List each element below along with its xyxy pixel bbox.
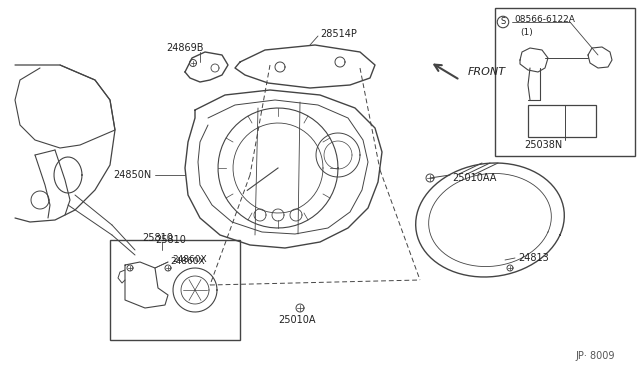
Text: 28514P: 28514P bbox=[320, 29, 357, 39]
Text: 25810: 25810 bbox=[143, 233, 173, 243]
Text: 24813: 24813 bbox=[518, 253, 548, 263]
Bar bbox=[495, 8, 635, 156]
Text: 25810: 25810 bbox=[155, 235, 186, 245]
Text: 24869B: 24869B bbox=[166, 43, 204, 53]
Text: (1): (1) bbox=[520, 28, 532, 36]
Text: 25010A: 25010A bbox=[278, 315, 316, 325]
Text: 24860X: 24860X bbox=[170, 257, 205, 266]
Text: S: S bbox=[500, 17, 506, 26]
Text: 25038N: 25038N bbox=[524, 140, 562, 150]
Text: 25010AA: 25010AA bbox=[452, 173, 497, 183]
Text: JP· 8009: JP· 8009 bbox=[575, 351, 614, 361]
Bar bbox=[528, 105, 596, 137]
Text: 24850N: 24850N bbox=[114, 170, 152, 180]
Text: 24860X: 24860X bbox=[172, 256, 207, 264]
Text: 08566-6122A: 08566-6122A bbox=[514, 16, 575, 25]
Text: FRONT: FRONT bbox=[468, 67, 506, 77]
Bar bbox=[110, 240, 240, 340]
